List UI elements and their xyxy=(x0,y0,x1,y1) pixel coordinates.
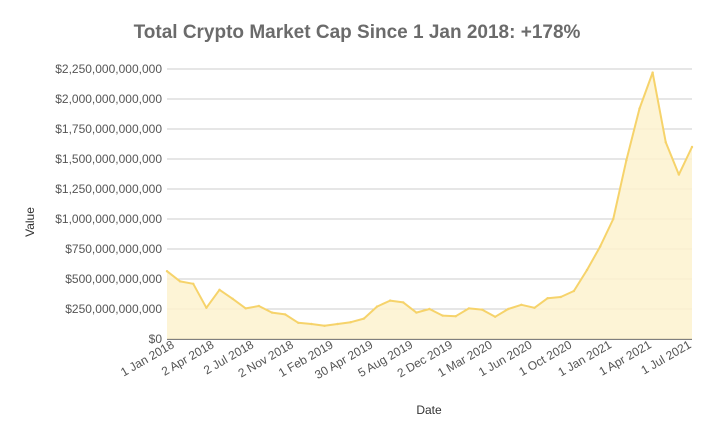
data-point xyxy=(507,307,510,311)
y-tick-label: $0 xyxy=(149,332,163,346)
data-point xyxy=(297,321,300,324)
data-point xyxy=(231,297,234,300)
y-tick-label: $250,000,000,000 xyxy=(65,302,162,316)
data-point xyxy=(546,297,549,300)
data-point xyxy=(441,314,444,317)
data-point xyxy=(336,322,339,326)
data-point xyxy=(625,159,628,162)
data-point xyxy=(415,311,418,314)
data-point xyxy=(388,299,392,302)
y-tick-label: $1,750,000,000,000 xyxy=(55,122,162,136)
y-tick-label: $1,000,000,000,000 xyxy=(55,212,162,226)
data-point xyxy=(310,322,313,326)
y-axis-ticks: $0 $250,000,000,000 $500,000,000,000 $750,0… xyxy=(55,62,162,346)
data-point xyxy=(677,173,681,176)
data-point xyxy=(520,303,523,306)
x-axis-label: Date xyxy=(416,403,442,417)
y-axis-label: Value xyxy=(23,207,37,237)
data-point xyxy=(323,324,326,327)
data-point xyxy=(428,307,431,311)
data-point xyxy=(467,307,471,310)
data-point xyxy=(349,321,352,324)
y-tick-label: $1,500,000,000,000 xyxy=(55,152,162,166)
y-tick-label: $2,250,000,000,000 xyxy=(55,62,162,76)
y-tick-label: $750,000,000,000 xyxy=(65,242,162,256)
data-point xyxy=(651,71,654,74)
data-point xyxy=(612,217,615,221)
data-point xyxy=(244,307,247,310)
data-point xyxy=(402,301,405,304)
data-point xyxy=(283,313,287,316)
y-tick-label: $1,250,000,000,000 xyxy=(55,182,162,196)
data-point xyxy=(480,308,484,311)
data-point xyxy=(178,280,182,283)
data-point xyxy=(585,268,589,272)
y-tick-label: $2,000,000,000,000 xyxy=(55,92,162,106)
y-tick-label: $500,000,000,000 xyxy=(65,272,162,286)
data-point xyxy=(362,317,366,320)
data-point xyxy=(165,270,169,273)
data-point xyxy=(638,107,641,110)
data-point xyxy=(572,289,576,293)
data-point xyxy=(559,295,562,299)
data-point xyxy=(192,282,195,285)
data-point xyxy=(218,288,221,291)
data-point xyxy=(375,305,379,308)
data-point xyxy=(690,145,694,149)
data-point xyxy=(533,306,536,309)
data-point xyxy=(493,315,497,318)
plot-area xyxy=(165,71,694,339)
data-point xyxy=(257,304,261,308)
data-point xyxy=(664,141,667,144)
area-fill xyxy=(167,72,692,339)
data-point xyxy=(270,311,274,314)
data-point xyxy=(205,306,208,309)
data-point xyxy=(598,245,602,248)
chart-title: Total Crypto Market Cap Since 1 Jan 2018… xyxy=(133,22,581,43)
data-point xyxy=(454,315,457,318)
